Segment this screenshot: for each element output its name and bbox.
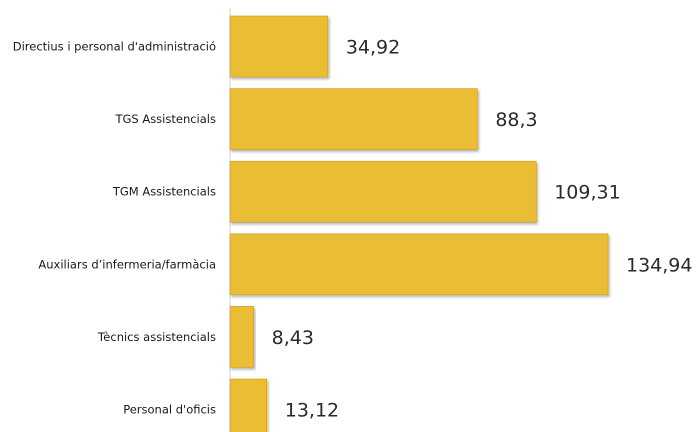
category-label-1: TGS Assistencials — [114, 112, 216, 126]
bar-5 — [229, 378, 268, 432]
category-label-4: Tècnics assistencials — [97, 330, 216, 344]
category-label-2: TGM Assistencials — [112, 185, 216, 199]
value-label-1: 88,3 — [495, 109, 537, 131]
bars-group — [229, 15, 609, 432]
bar-2 — [229, 160, 537, 223]
bar-1 — [229, 88, 478, 150]
value-label-4: 8,43 — [272, 327, 314, 349]
category-label-5: Personal d'oficis — [123, 403, 216, 417]
category-label-0: Directius i personal d'administració — [13, 40, 216, 54]
bar-3 — [229, 233, 609, 296]
value-label-0: 34,92 — [346, 37, 400, 59]
bar-4 — [229, 306, 254, 368]
value-label-2: 109,31 — [554, 182, 620, 204]
bar-0 — [229, 15, 329, 78]
category-labels-group: Directius i personal d'administració TGS … — [13, 40, 216, 417]
value-label-5: 13,12 — [285, 400, 339, 422]
value-labels-group: 34,92 88,3 109,31 134,94 8,43 13,12 — [272, 37, 693, 422]
category-label-3: Auxiliars d’infermeria/farmàcia — [38, 257, 216, 271]
value-label-3: 134,94 — [626, 254, 692, 276]
